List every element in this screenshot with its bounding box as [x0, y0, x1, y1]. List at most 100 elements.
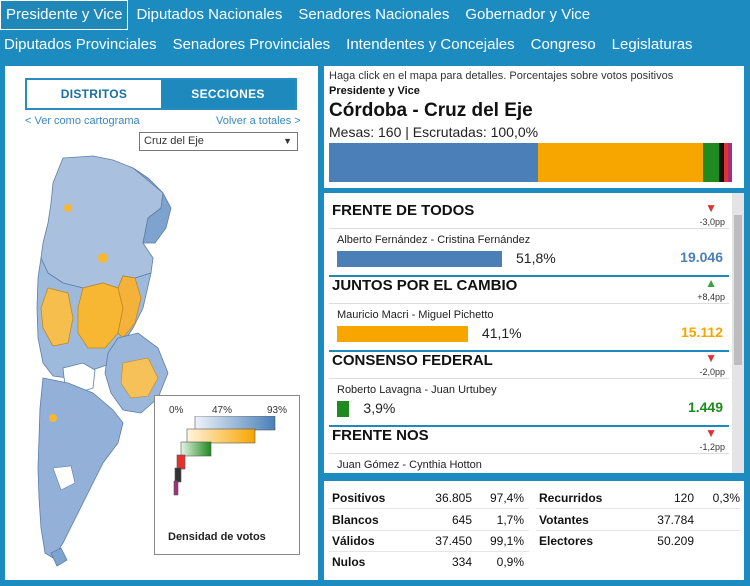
mesas-status: Mesas: 160 | Escrutadas: 100,0% [329, 124, 539, 140]
vote-percent: 3,9% [363, 400, 396, 416]
stat-divider [536, 530, 741, 531]
change-label: -1,2pp [699, 442, 725, 452]
tab-senadores-nacionales[interactable]: Senadores Nacionales [298, 6, 450, 23]
map-south [37, 377, 124, 559]
map-cuyo-yellow [40, 287, 74, 347]
map-south-white [52, 465, 76, 491]
party-name: FRENTE DE TODOS [332, 202, 475, 219]
tab-diputados-nacionales[interactable]: Diputados Nacionales [136, 6, 283, 23]
stat-label: Recurridos [539, 491, 603, 505]
cartogram-link[interactable]: < Ver como cartograma [25, 115, 140, 127]
stat-value: 645 [451, 513, 472, 527]
stat-divider [329, 530, 529, 531]
district-header: Haga click en el mapa para detalles. Por… [324, 66, 744, 188]
row-divider [329, 378, 729, 379]
section-select[interactable]: Cruz del Eje ▼ [139, 132, 298, 151]
stat-divider [329, 508, 529, 509]
tab-legislaturas[interactable]: Legislaturas [611, 36, 693, 53]
change-label: -2,0pp [699, 367, 725, 377]
tab-senadores-provinciales[interactable]: Senadores Provinciales [172, 36, 331, 53]
party-separator [329, 350, 729, 352]
row-divider [329, 228, 729, 229]
stat-value: 50.209 [657, 534, 694, 548]
distritos-button[interactable]: DISTRITOS [27, 80, 161, 108]
stat-label: Nulos [332, 555, 366, 569]
stat-label: Blancos [332, 513, 379, 527]
category-label: Presidente y Vice [329, 85, 420, 97]
vote-percent: 41,1% [481, 325, 522, 341]
change-label: +8,4pp [697, 292, 725, 302]
share-segment-3 [719, 143, 724, 182]
share-segment-0 [329, 143, 538, 182]
scrollbar-thumb[interactable] [734, 215, 742, 365]
legend-title: Densidad de votos [168, 531, 266, 543]
party-row[interactable]: CONSENSO FEDERAL ▼ -2,0pp Roberto Lavagn… [329, 348, 729, 427]
nav-row-2: Diputados Provinciales Senadores Provinc… [0, 30, 701, 60]
map-cordoba-yellow [77, 282, 124, 349]
vote-count: 19.046 [680, 249, 723, 265]
view-toggle: DISTRITOS SECCIONES [25, 78, 297, 110]
stat-value: 334 [451, 555, 472, 569]
results-list: FRENTE DE TODOS ▼ -3,0pp Alberto Fernánd… [324, 193, 744, 473]
vote-stats-panel: Positivos 36.805 97,4% Blancos 645 1,7% … [324, 481, 744, 580]
share-segment-4 [723, 143, 729, 182]
legend-graphic [173, 416, 276, 496]
stat-percent: 0,9% [496, 555, 524, 569]
share-stacked-bar [329, 143, 732, 182]
legend-label-93: 93% [267, 405, 288, 416]
party-name: JUNTOS POR EL CAMBIO [332, 277, 518, 294]
row-divider [329, 453, 729, 454]
map-dot-3 [49, 414, 57, 422]
page-title: Córdoba - Cruz del Eje [329, 100, 533, 121]
tab-presidente-y-vice[interactable]: Presidente y Vice [0, 0, 129, 30]
vote-count: 15.112 [680, 324, 723, 340]
party-separator [329, 425, 729, 427]
election-nav: Presidente y Vice Diputados Nacionales S… [0, 0, 750, 60]
candidates-label: Roberto Lavagna - Juan Urtubey [337, 384, 497, 396]
legend-bar-red [176, 454, 186, 470]
party-separator [329, 275, 729, 277]
map-ba-yellow [120, 357, 159, 399]
tab-gobernador-y-vice[interactable]: Gobernador y Vice [465, 6, 591, 23]
vote-percent: 51,8% [516, 250, 556, 266]
stat-divider [536, 508, 741, 509]
arrow-up-icon: ▲ [705, 276, 717, 290]
map-dot-2 [98, 253, 108, 263]
party-name: CONSENSO FEDERAL [332, 352, 493, 369]
vote-count: 1.449 [687, 399, 723, 415]
tab-diputados-provinciales[interactable]: Diputados Provinciales [4, 36, 157, 53]
density-legend: 0% 47% 93% Densidad de votos [154, 395, 300, 555]
party-name: FRENTE NOS [332, 427, 429, 444]
stat-value: 36.805 [435, 491, 472, 505]
candidates-label: Mauricio Macri - Miguel Pichetto [337, 309, 494, 321]
legend-bar-green [180, 441, 212, 457]
tab-intendentes-y-concejales[interactable]: Intendentes y Concejales [346, 36, 515, 53]
stat-divider [329, 551, 529, 552]
vote-share-bar [337, 401, 350, 417]
results-scrollbar[interactable] [732, 193, 744, 473]
stat-percent: 97,4% [489, 491, 524, 505]
party-row[interactable]: JUNTOS POR EL CAMBIO ▲ +8,4pp Mauricio M… [329, 273, 729, 352]
argentina-map[interactable] [23, 148, 173, 568]
change-label: -3,0pp [699, 217, 725, 227]
map-tip [50, 547, 68, 567]
stat-label: Válidos [332, 534, 375, 548]
tab-congreso[interactable]: Congreso [530, 36, 596, 53]
legend-label-47: 47% [212, 405, 233, 416]
map-help-note: Haga click en el mapa para detalles. Por… [329, 70, 674, 82]
share-segment-2 [703, 143, 720, 182]
back-to-totals-link[interactable]: Volver a totales > [216, 115, 301, 127]
legend-bar-blue [194, 416, 276, 431]
candidates-label: Juan Gómez - Cynthia Hotton [337, 459, 482, 471]
vote-share-bar [337, 326, 468, 342]
secciones-button[interactable]: SECCIONES [161, 80, 295, 108]
section-select-value: Cruz del Eje [144, 135, 204, 147]
chevron-down-icon: ▼ [283, 136, 292, 146]
party-row[interactable]: FRENTE DE TODOS ▼ -3,0pp Alberto Fernánd… [329, 198, 729, 277]
share-segment-5 [728, 143, 732, 182]
row-divider [329, 303, 729, 304]
arrow-down-icon: ▼ [705, 201, 717, 215]
party-row[interactable]: FRENTE NOS ▼ -1,2pp Juan Gómez - Cynthia… [329, 423, 729, 473]
map-dot-1 [64, 204, 72, 212]
stat-percent: 0,3% [712, 491, 740, 505]
